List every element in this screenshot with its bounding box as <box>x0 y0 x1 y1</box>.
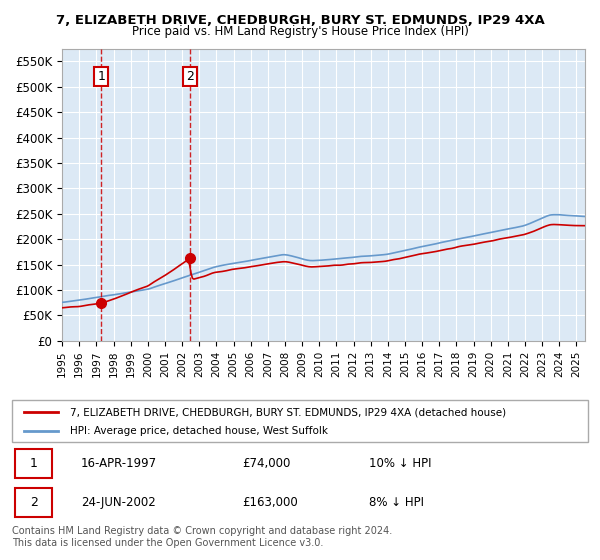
Text: HPI: Average price, detached house, West Suffolk: HPI: Average price, detached house, West… <box>70 426 328 436</box>
Text: 1: 1 <box>30 457 38 470</box>
FancyBboxPatch shape <box>15 449 52 478</box>
Text: 8% ↓ HPI: 8% ↓ HPI <box>369 496 424 509</box>
FancyBboxPatch shape <box>15 488 52 517</box>
Text: 16-APR-1997: 16-APR-1997 <box>81 457 157 470</box>
Text: 2: 2 <box>187 70 194 83</box>
Text: 10% ↓ HPI: 10% ↓ HPI <box>369 457 431 470</box>
Text: 1: 1 <box>97 70 105 83</box>
Text: 24-JUN-2002: 24-JUN-2002 <box>81 496 156 509</box>
Text: 7, ELIZABETH DRIVE, CHEDBURGH, BURY ST. EDMUNDS, IP29 4XA (detached house): 7, ELIZABETH DRIVE, CHEDBURGH, BURY ST. … <box>70 407 506 417</box>
FancyBboxPatch shape <box>12 400 588 442</box>
Text: Price paid vs. HM Land Registry's House Price Index (HPI): Price paid vs. HM Land Registry's House … <box>131 25 469 38</box>
Text: 7, ELIZABETH DRIVE, CHEDBURGH, BURY ST. EDMUNDS, IP29 4XA: 7, ELIZABETH DRIVE, CHEDBURGH, BURY ST. … <box>56 14 544 27</box>
Text: 2: 2 <box>30 496 38 509</box>
Text: £163,000: £163,000 <box>242 496 298 509</box>
Text: Contains HM Land Registry data © Crown copyright and database right 2024.
This d: Contains HM Land Registry data © Crown c… <box>12 526 392 548</box>
Text: £74,000: £74,000 <box>242 457 291 470</box>
